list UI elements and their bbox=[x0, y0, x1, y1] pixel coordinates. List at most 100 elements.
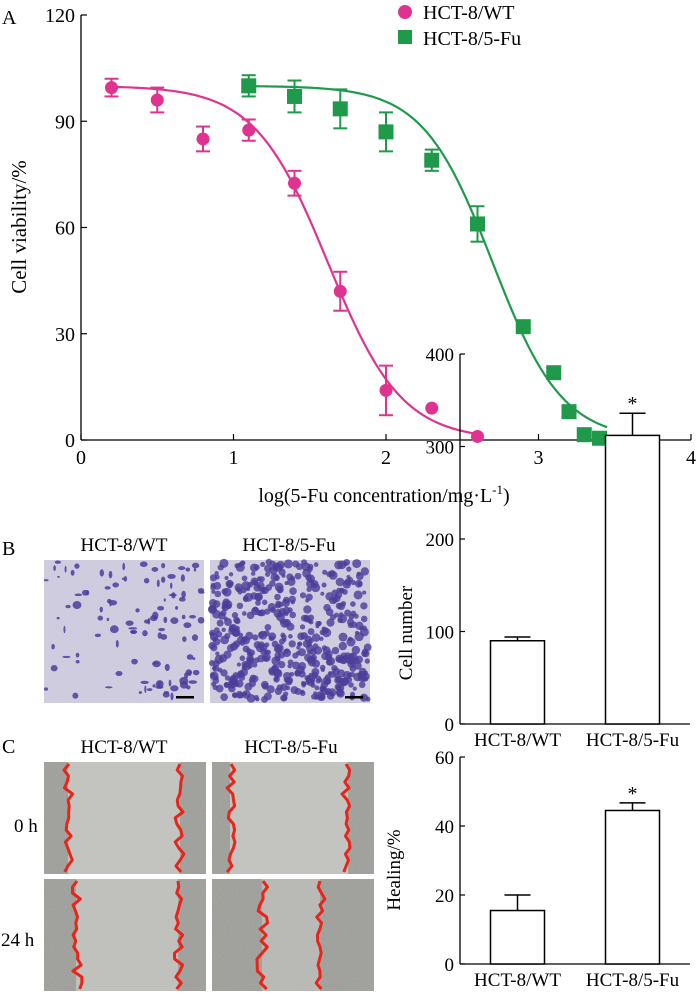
stained-cell bbox=[215, 630, 223, 638]
stained-cell bbox=[346, 657, 353, 665]
stained-cell bbox=[236, 602, 244, 610]
wound-edge-line bbox=[225, 763, 237, 873]
stained-cell bbox=[62, 655, 71, 659]
stained-cell bbox=[299, 624, 306, 630]
stained-cell bbox=[297, 632, 305, 641]
stained-cell bbox=[155, 685, 164, 689]
panel-label-c: C bbox=[2, 736, 15, 758]
stained-cell bbox=[337, 669, 346, 678]
stained-cell bbox=[250, 571, 256, 576]
stained-cell bbox=[74, 593, 83, 597]
stained-cell bbox=[122, 562, 126, 571]
data-point-5fu bbox=[241, 78, 257, 94]
wound-edge-line bbox=[340, 763, 352, 873]
stained-cell bbox=[214, 590, 222, 598]
stained-cell bbox=[54, 560, 62, 564]
stained-cell bbox=[286, 622, 295, 631]
y-tick-label: 200 bbox=[426, 530, 455, 551]
x-tick-label: 3 bbox=[534, 447, 544, 469]
stained-cell bbox=[335, 577, 345, 587]
stained-cell bbox=[364, 677, 369, 682]
stained-cell bbox=[297, 648, 306, 657]
x-tick-label: HCT-8/5-Fu bbox=[586, 730, 680, 751]
stained-cell bbox=[181, 590, 186, 599]
y-tick-label: 0 bbox=[65, 430, 75, 452]
transwell-label-wt: HCT-8/WT bbox=[81, 535, 168, 556]
stained-cell bbox=[170, 692, 174, 701]
y-tick-label: 400 bbox=[426, 345, 455, 366]
stained-cell bbox=[184, 672, 189, 679]
stained-cell bbox=[322, 676, 332, 686]
stained-cell bbox=[290, 599, 295, 605]
stained-cell bbox=[75, 660, 80, 664]
dose-response-chart: 0 1 2 3 4 0 30 60 90 120 Cell viability/% log(5-F… bbox=[7, 2, 696, 507]
stained-cell bbox=[53, 565, 56, 572]
legend: HCT-8/WT HCT-8/5-Fu bbox=[398, 2, 521, 50]
stained-cell bbox=[211, 607, 217, 613]
stained-cell bbox=[305, 598, 310, 603]
y-axis-label: Cell viability/% bbox=[7, 160, 31, 294]
data-point-wt bbox=[333, 284, 347, 298]
stained-cell bbox=[180, 574, 185, 582]
stained-cell bbox=[327, 671, 333, 676]
stained-cell bbox=[212, 600, 221, 608]
stained-cell bbox=[338, 612, 344, 618]
stained-cell bbox=[109, 604, 112, 607]
stained-cell bbox=[193, 568, 197, 572]
stained-cell bbox=[209, 660, 216, 667]
stained-cell bbox=[104, 586, 111, 590]
stained-cell bbox=[339, 655, 349, 665]
bar bbox=[604, 809, 661, 965]
stained-cell bbox=[106, 617, 110, 622]
stained-cell bbox=[265, 584, 273, 591]
data-point-wt bbox=[425, 401, 439, 415]
stained-cell bbox=[351, 645, 361, 655]
stained-cell bbox=[224, 632, 231, 640]
stained-cell bbox=[323, 603, 331, 612]
stained-cell bbox=[112, 582, 119, 588]
stained-cell bbox=[97, 615, 104, 621]
stained-cell bbox=[57, 575, 60, 578]
stained-cell bbox=[228, 572, 234, 577]
stained-cell bbox=[319, 629, 326, 636]
stained-cell bbox=[297, 641, 303, 647]
stained-cell bbox=[157, 605, 165, 611]
stained-cell bbox=[123, 576, 128, 582]
stained-cell bbox=[230, 642, 239, 651]
stained-cell bbox=[259, 643, 268, 652]
stained-cell bbox=[264, 623, 272, 631]
stained-cell bbox=[264, 649, 269, 655]
stained-cell bbox=[362, 590, 367, 595]
stained-cell bbox=[275, 612, 285, 622]
stained-cell bbox=[278, 638, 285, 645]
stained-cell bbox=[354, 662, 362, 670]
stained-cell bbox=[246, 611, 255, 620]
stained-cell bbox=[360, 567, 370, 576]
stained-cell bbox=[313, 562, 319, 567]
x-tick-label: HCT-8/5-Fu bbox=[586, 970, 680, 991]
stained-cell bbox=[191, 634, 199, 641]
cell-number-y-label: Cell number bbox=[396, 585, 417, 680]
stained-cell bbox=[282, 648, 292, 658]
stained-cell bbox=[226, 603, 232, 609]
stained-cell bbox=[352, 559, 362, 569]
stained-cell bbox=[212, 665, 217, 671]
stained-cell bbox=[107, 598, 112, 604]
stained-cell bbox=[170, 617, 179, 625]
stained-cell bbox=[72, 601, 82, 609]
stained-cell bbox=[146, 688, 153, 692]
stained-cell bbox=[224, 618, 233, 627]
stained-cell bbox=[211, 636, 218, 642]
stained-cell bbox=[197, 588, 205, 593]
stained-cell bbox=[315, 620, 321, 627]
stained-cell bbox=[319, 694, 326, 701]
stained-cell bbox=[264, 564, 272, 573]
stained-cell bbox=[99, 606, 103, 613]
data-point-wt bbox=[196, 132, 210, 146]
stained-cell bbox=[307, 563, 314, 570]
stained-cell bbox=[265, 558, 273, 566]
stained-cell bbox=[241, 665, 247, 670]
data-point-wt bbox=[242, 123, 256, 137]
stained-cell bbox=[131, 658, 138, 665]
